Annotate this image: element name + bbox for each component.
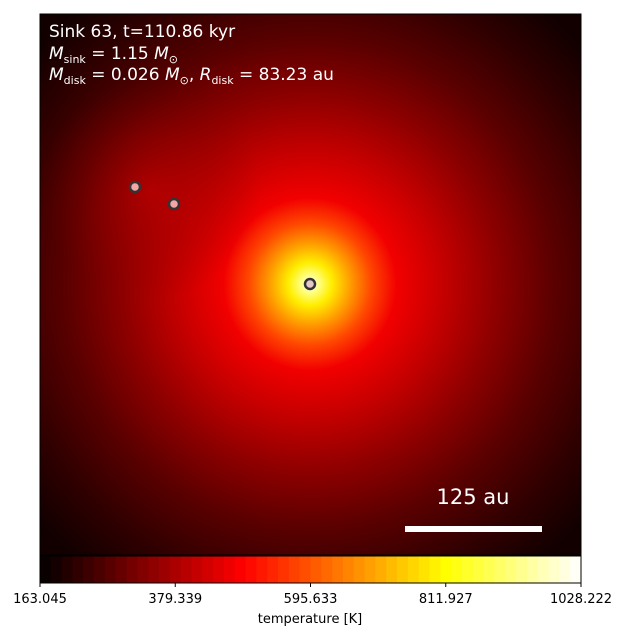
colorbar-bin (526, 556, 539, 583)
colorbar-bin (570, 556, 582, 583)
heatmap-panel: Sink 63, t=110.86 kyr Msink = 1.15 M⊙ Md… (40, 14, 581, 555)
colorbar-bin (386, 556, 398, 583)
colorbar-bin (202, 556, 214, 583)
sink-label: Sink 63, t=110.86 kyr (49, 22, 235, 42)
colorbar-tick-label: 379.339 (148, 592, 202, 607)
colorbar-bin (407, 556, 420, 583)
colorbar-bin (559, 556, 571, 583)
colorbar-bin (548, 556, 560, 583)
colorbar-bin (310, 556, 322, 583)
colorbar-bin (72, 556, 84, 583)
sink-primary-marker (303, 277, 317, 291)
colorbar-bin (94, 556, 106, 583)
colorbar-bins (40, 556, 582, 583)
colorbar-bin (299, 556, 312, 583)
colorbar-bin (461, 556, 474, 583)
scale-bar (405, 526, 542, 532)
colorbar-bin (213, 556, 225, 583)
colorbar-ticks: 163.045 379.339 595.633 811.927 1028.222 (13, 583, 612, 607)
mdisk-rdisk-annotation: Mdisk = 0.026 M⊙, Rdisk = 83.23 au (49, 65, 334, 87)
colorbar-bin (104, 556, 117, 583)
colorbar-label: temperature [K] (258, 612, 363, 627)
colorbar-bin (375, 556, 387, 583)
colorbar-bin (180, 556, 193, 583)
colorbar-bin (494, 556, 506, 583)
sink-secondary-1-marker (128, 180, 142, 194)
colorbar-bin (61, 556, 74, 583)
colorbar-bin (191, 556, 203, 583)
colorbar-bin (537, 556, 550, 583)
colorbar-bin (278, 556, 290, 583)
colorbar-bin (321, 556, 333, 583)
colorbar-bin (418, 556, 431, 583)
colorbar-bin (397, 556, 409, 583)
colorbar-bin (245, 556, 257, 583)
colorbar-bin (342, 556, 355, 583)
colorbar-bin (267, 556, 279, 583)
colorbar-bin (256, 556, 268, 583)
colorbar-bin (429, 556, 441, 583)
colorbar: 163.045 379.339 595.633 811.927 1028.222 tem… (13, 555, 612, 627)
colorbar-bin (83, 556, 95, 583)
scale-bar-label: 125 au (437, 485, 510, 509)
msink-annotation: Msink = 1.15 M⊙ (49, 44, 178, 66)
colorbar-bin (40, 556, 52, 583)
colorbar-bin (159, 556, 171, 583)
colorbar-bin (50, 556, 63, 583)
colorbar-tick-label: 595.633 (284, 592, 338, 607)
colorbar-bin (440, 556, 452, 583)
colorbar-bin (137, 556, 149, 583)
heatmap-frame (39, 13, 582, 556)
colorbar-tick-label: 163.045 (13, 592, 67, 607)
colorbar-bin (148, 556, 160, 583)
colorbar-bin (353, 556, 366, 583)
colorbar-bin (364, 556, 377, 583)
colorbar-tick-label: 811.927 (419, 592, 473, 607)
colorbar-bin (483, 556, 496, 583)
colorbar-bin (288, 556, 301, 583)
colorbar-bin (451, 556, 463, 583)
colorbar-bin (505, 556, 517, 583)
colorbar-bin (126, 556, 138, 583)
colorbar-bin (516, 556, 528, 583)
sink-secondary-2-marker (167, 197, 181, 211)
colorbar-bin (169, 556, 182, 583)
colorbar-bin (472, 556, 485, 583)
colorbar-bin (234, 556, 247, 583)
colorbar-tick-label: 1028.222 (550, 592, 612, 607)
colorbar-bin (223, 556, 236, 583)
colorbar-bin (115, 556, 128, 583)
colorbar-bin (332, 556, 344, 583)
